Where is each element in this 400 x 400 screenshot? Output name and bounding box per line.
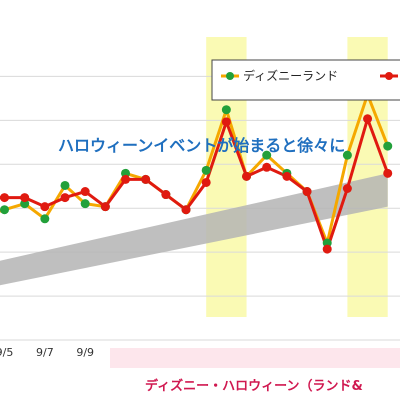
data-point-0-9-5 <box>0 205 9 215</box>
data-point-1-9-5 <box>0 193 9 203</box>
data-point-1-9-7 <box>40 202 50 212</box>
data-point-1-9-21 <box>322 244 332 254</box>
data-point-1-9-12 <box>141 174 151 184</box>
data-point-1-9-23 <box>363 114 373 124</box>
x-tick-label: 9/7 <box>36 346 54 359</box>
legend: ディズニーランド <box>211 59 400 101</box>
data-point-0-9-18 <box>262 150 272 160</box>
data-point-1-9-18 <box>262 162 272 172</box>
data-point-1-9-11 <box>121 174 131 184</box>
x-tick-label: 9/5 <box>0 346 13 359</box>
data-point-0-9-8 <box>60 180 70 190</box>
trend-band <box>0 173 388 286</box>
annotation-text: ハロウィーンイベントが始まると徐々に <box>58 136 345 155</box>
event-label-background <box>110 348 400 368</box>
data-point-1-9-16 <box>221 117 231 127</box>
data-point-1-9-6 <box>20 193 30 203</box>
data-point-0-9-22 <box>342 150 352 160</box>
data-point-0-9-7 <box>40 214 50 224</box>
data-point-1-9-20 <box>302 187 312 197</box>
legend-swatch-marker-0 <box>226 72 234 80</box>
legend-label-0: ディズニーランド <box>243 68 338 83</box>
data-point-1-9-10 <box>100 202 110 212</box>
x-tick-label: 9/9 <box>76 346 94 359</box>
data-point-1-9-13 <box>161 190 171 200</box>
legend-box <box>211 59 400 101</box>
data-point-1-9-22 <box>342 184 352 193</box>
data-point-1-9-19 <box>282 171 292 181</box>
trend-band-shape <box>0 173 388 286</box>
legend-swatch-marker-1 <box>385 72 393 80</box>
data-point-0-9-9 <box>80 199 90 209</box>
data-point-0-9-16 <box>221 105 231 115</box>
data-point-0-9-24 <box>383 141 393 151</box>
event-label: ディズニー・ハロウィーン（ランド& <box>145 378 363 394</box>
data-point-1-9-15 <box>201 177 211 187</box>
data-point-1-9-8 <box>60 193 70 203</box>
data-point-1-9-9 <box>80 187 90 197</box>
data-point-0-9-15 <box>201 165 211 175</box>
data-point-1-9-24 <box>383 168 393 178</box>
data-point-1-9-17 <box>242 171 252 181</box>
data-point-1-9-14 <box>181 205 191 215</box>
